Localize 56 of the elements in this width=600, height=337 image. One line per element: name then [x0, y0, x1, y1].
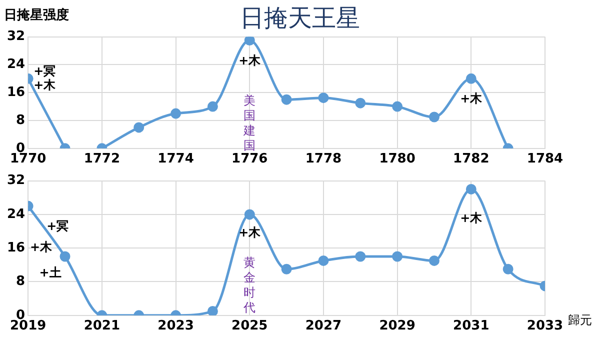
point: [207, 101, 218, 112]
point: [318, 255, 329, 266]
y-tick-label: 32: [6, 173, 26, 188]
x-axis-title: 歸元: [568, 312, 592, 329]
point: [428, 112, 440, 122]
x-tick-label: 2027: [305, 318, 342, 334]
annotation: 黄金时代: [242, 256, 256, 315]
point: [281, 264, 292, 274]
annotation: +土: [39, 265, 62, 280]
point: [392, 251, 403, 262]
annotation: +木: [460, 210, 484, 225]
x-tick-label: 1772: [84, 152, 120, 167]
annotation: +冥: [46, 219, 69, 234]
y-tick-label: 24: [6, 206, 26, 222]
annotation: +木: [30, 240, 54, 254]
y-tick-label: 8: [16, 112, 26, 128]
y-tick-label: 32: [6, 29, 26, 44]
point: [355, 251, 366, 262]
annotation: +冥: [34, 64, 56, 78]
x-tick-label: 2031: [453, 318, 490, 334]
point: [281, 94, 292, 105]
point: [466, 73, 476, 84]
x-tick-label: 1782: [453, 152, 490, 167]
x-tick-label: 2033: [526, 318, 564, 334]
point: [355, 98, 366, 108]
point: [502, 264, 514, 274]
point: [60, 251, 70, 262]
x-tick-label: 2023: [158, 318, 194, 334]
point: [170, 108, 182, 119]
y-tick-label: 24: [6, 57, 26, 72]
chart-title: 日掩天王星: [240, 4, 360, 32]
y-tick-label: 8: [16, 274, 26, 290]
annotation: +木: [460, 92, 484, 106]
annotation: +木: [238, 226, 262, 240]
x-tick-label: 1780: [379, 152, 416, 167]
x-tick-label: 1784: [526, 152, 564, 167]
annotation: +木: [238, 53, 262, 68]
y-tick-label: 16: [6, 240, 26, 256]
x-tick-label: 2021: [84, 318, 120, 334]
point: [244, 36, 255, 46]
point: [428, 255, 440, 266]
x-tick-label: 1774: [158, 152, 194, 167]
annotation: +木: [34, 78, 57, 92]
x-tick-label: 1776: [232, 152, 268, 167]
point: [318, 92, 329, 104]
y-tick-label: 16: [6, 84, 26, 100]
point: [134, 122, 144, 133]
annotation: 美国建国: [242, 94, 256, 153]
point: [466, 184, 476, 194]
point: [207, 306, 218, 316]
x-tick-label: 1778: [305, 152, 342, 167]
x-tick-label: 2029: [379, 318, 416, 334]
y-axis-title: 日掩星强度: [4, 6, 69, 24]
x-tick-label: 2025: [232, 318, 268, 334]
point: [392, 101, 403, 112]
point: [244, 209, 255, 220]
